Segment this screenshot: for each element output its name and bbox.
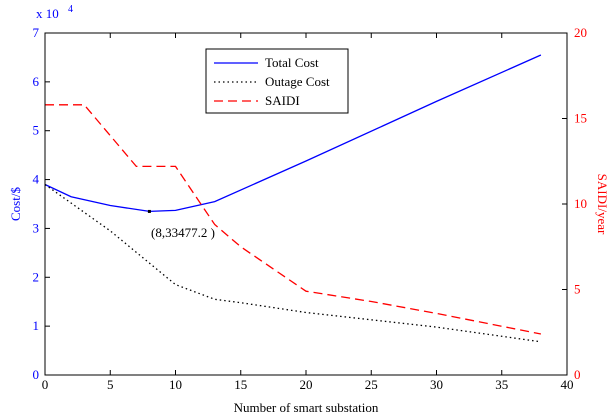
- x-tick-label: 35: [495, 377, 508, 392]
- legend-label: Total Cost: [265, 55, 319, 70]
- left-y-axis: 0 1 2 3 4 5 6 7: [33, 25, 50, 382]
- x-tick-label: 30: [430, 377, 443, 392]
- right-y-tick-label: 20: [574, 25, 587, 40]
- annotation-marker: [147, 209, 151, 213]
- left-y-tick-label: 6: [33, 74, 40, 89]
- left-y-tick-label: 2: [33, 269, 40, 284]
- legend: Total Cost Outage Cost SAIDI: [205, 48, 349, 114]
- legend-label: SAIDI: [265, 93, 300, 108]
- left-y-tick-label: 7: [33, 25, 40, 40]
- plot-marks: [44, 54, 542, 343]
- right-y-tick-label: 5: [574, 282, 581, 297]
- legend-box: [205, 48, 349, 114]
- legend-entries: Total Cost Outage Cost SAIDI: [214, 55, 330, 108]
- right-y-tick-label: 10: [574, 196, 587, 211]
- series-line-outage-cost: [44, 183, 541, 343]
- x-tick-label: 20: [300, 377, 313, 392]
- series-line-total-cost: [44, 54, 542, 213]
- right-y-tick-label: 15: [574, 111, 587, 126]
- x-tick-label: 10: [169, 377, 182, 392]
- x-axis: 0 5 10 15 20 25 30 35 40: [42, 33, 574, 392]
- right-y-axis-label: SAIDI/year: [595, 174, 610, 235]
- left-y-tick-label: 0: [33, 367, 40, 382]
- left-axis-exponent-base: x 10: [36, 6, 59, 21]
- x-tick-label: 5: [107, 377, 114, 392]
- legend-label: Outage Cost: [265, 74, 330, 89]
- x-tick-label: 25: [365, 377, 378, 392]
- series-line-saidi: [45, 104, 542, 335]
- x-axis-label: Number of smart substation: [234, 400, 379, 415]
- left-y-tick-label: 1: [33, 318, 40, 333]
- left-axis-exponent-power: 4: [68, 4, 73, 15]
- x-tick-label: 0: [42, 377, 49, 392]
- left-y-axis-label: Cost/$: [8, 187, 23, 221]
- right-y-axis: 0 5 10 15 20: [562, 25, 587, 382]
- left-y-tick-label: 4: [33, 172, 40, 187]
- x-tick-label: 40: [561, 377, 574, 392]
- x-tick-label: 15: [234, 377, 247, 392]
- right-y-tick-label: 0: [574, 367, 581, 382]
- annotation-label: (8,33477.2 ): [151, 225, 215, 240]
- left-y-tick-label: 3: [33, 220, 40, 235]
- left-y-tick-label: 5: [33, 123, 40, 138]
